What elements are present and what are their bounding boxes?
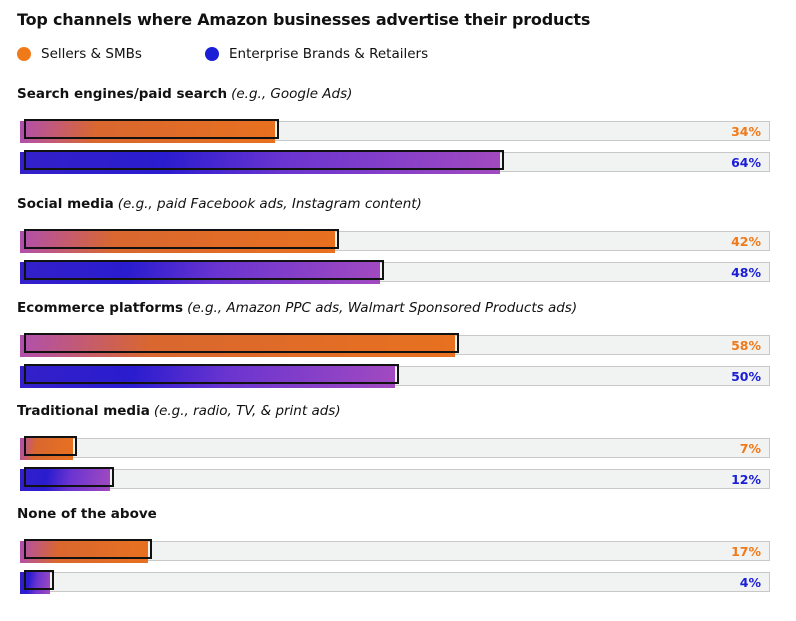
value-label: 12% — [731, 472, 761, 487]
bar-track: 7% — [20, 436, 770, 460]
bar-outline — [24, 119, 279, 139]
bar-outline — [24, 570, 54, 590]
value-label: 64% — [731, 155, 761, 170]
blue-dot-icon — [205, 47, 219, 61]
category-name: Traditional media — [17, 403, 150, 419]
legend-label: Enterprise Brands & Retailers — [229, 46, 429, 62]
legend-label: Sellers & SMBs — [41, 46, 142, 62]
category-label: Social media (e.g., paid Facebook ads, In… — [17, 196, 422, 212]
bar-track: 48% — [20, 260, 770, 284]
value-label: 4% — [739, 575, 761, 590]
bar-track: 64% — [20, 150, 770, 174]
chart-title: Top channels where Amazon businesses adv… — [17, 10, 591, 29]
bar-outline — [24, 436, 77, 456]
value-label: 42% — [731, 234, 761, 249]
bar-track: 17% — [20, 539, 770, 563]
legend-item-sellers: Sellers & SMBs — [17, 46, 142, 62]
category-label: Traditional media (e.g., radio, TV, & pri… — [17, 403, 341, 419]
bar-track: 12% — [20, 467, 770, 491]
category-label: None of the above — [17, 506, 161, 522]
bar-outline — [24, 260, 384, 280]
bar-track: 58% — [20, 333, 770, 357]
category-label: Ecommerce platforms (e.g., Amazon PPC ads… — [17, 300, 577, 316]
category-note: (e.g., Google Ads) — [231, 86, 353, 102]
value-label: 48% — [731, 265, 761, 280]
category-note: (e.g., paid Facebook ads, Instagram cont… — [117, 196, 422, 212]
bar-outline — [24, 364, 399, 384]
category-note: (e.g., radio, TV, & print ads) — [153, 403, 341, 419]
category-note: (e.g., Amazon PPC ads, Walmart Sponsored… — [187, 300, 578, 316]
category-name: Search engines/paid search — [17, 86, 228, 102]
bar-outline — [24, 229, 339, 249]
category-name: None of the above — [17, 506, 157, 522]
value-label: 58% — [731, 338, 761, 353]
bar-outline — [24, 333, 459, 353]
category-name: Social media — [17, 196, 114, 212]
value-label: 34% — [731, 124, 761, 139]
bar-outline — [24, 150, 504, 170]
orange-dot-icon — [17, 47, 31, 61]
bar-track: 4% — [20, 570, 770, 594]
bar-track: 42% — [20, 229, 770, 253]
value-label: 17% — [731, 544, 761, 559]
category-label: Search engines/paid search (e.g., Google … — [17, 86, 352, 102]
category-name: Ecommerce platforms — [17, 300, 184, 316]
bar-track: 50% — [20, 364, 770, 388]
value-label: 7% — [739, 441, 761, 456]
bar-outline — [24, 467, 114, 487]
value-label: 50% — [731, 369, 761, 384]
legend-item-enterprise: Enterprise Brands & Retailers — [205, 46, 428, 62]
bar-track: 34% — [20, 119, 770, 143]
bar-outline — [24, 539, 152, 559]
